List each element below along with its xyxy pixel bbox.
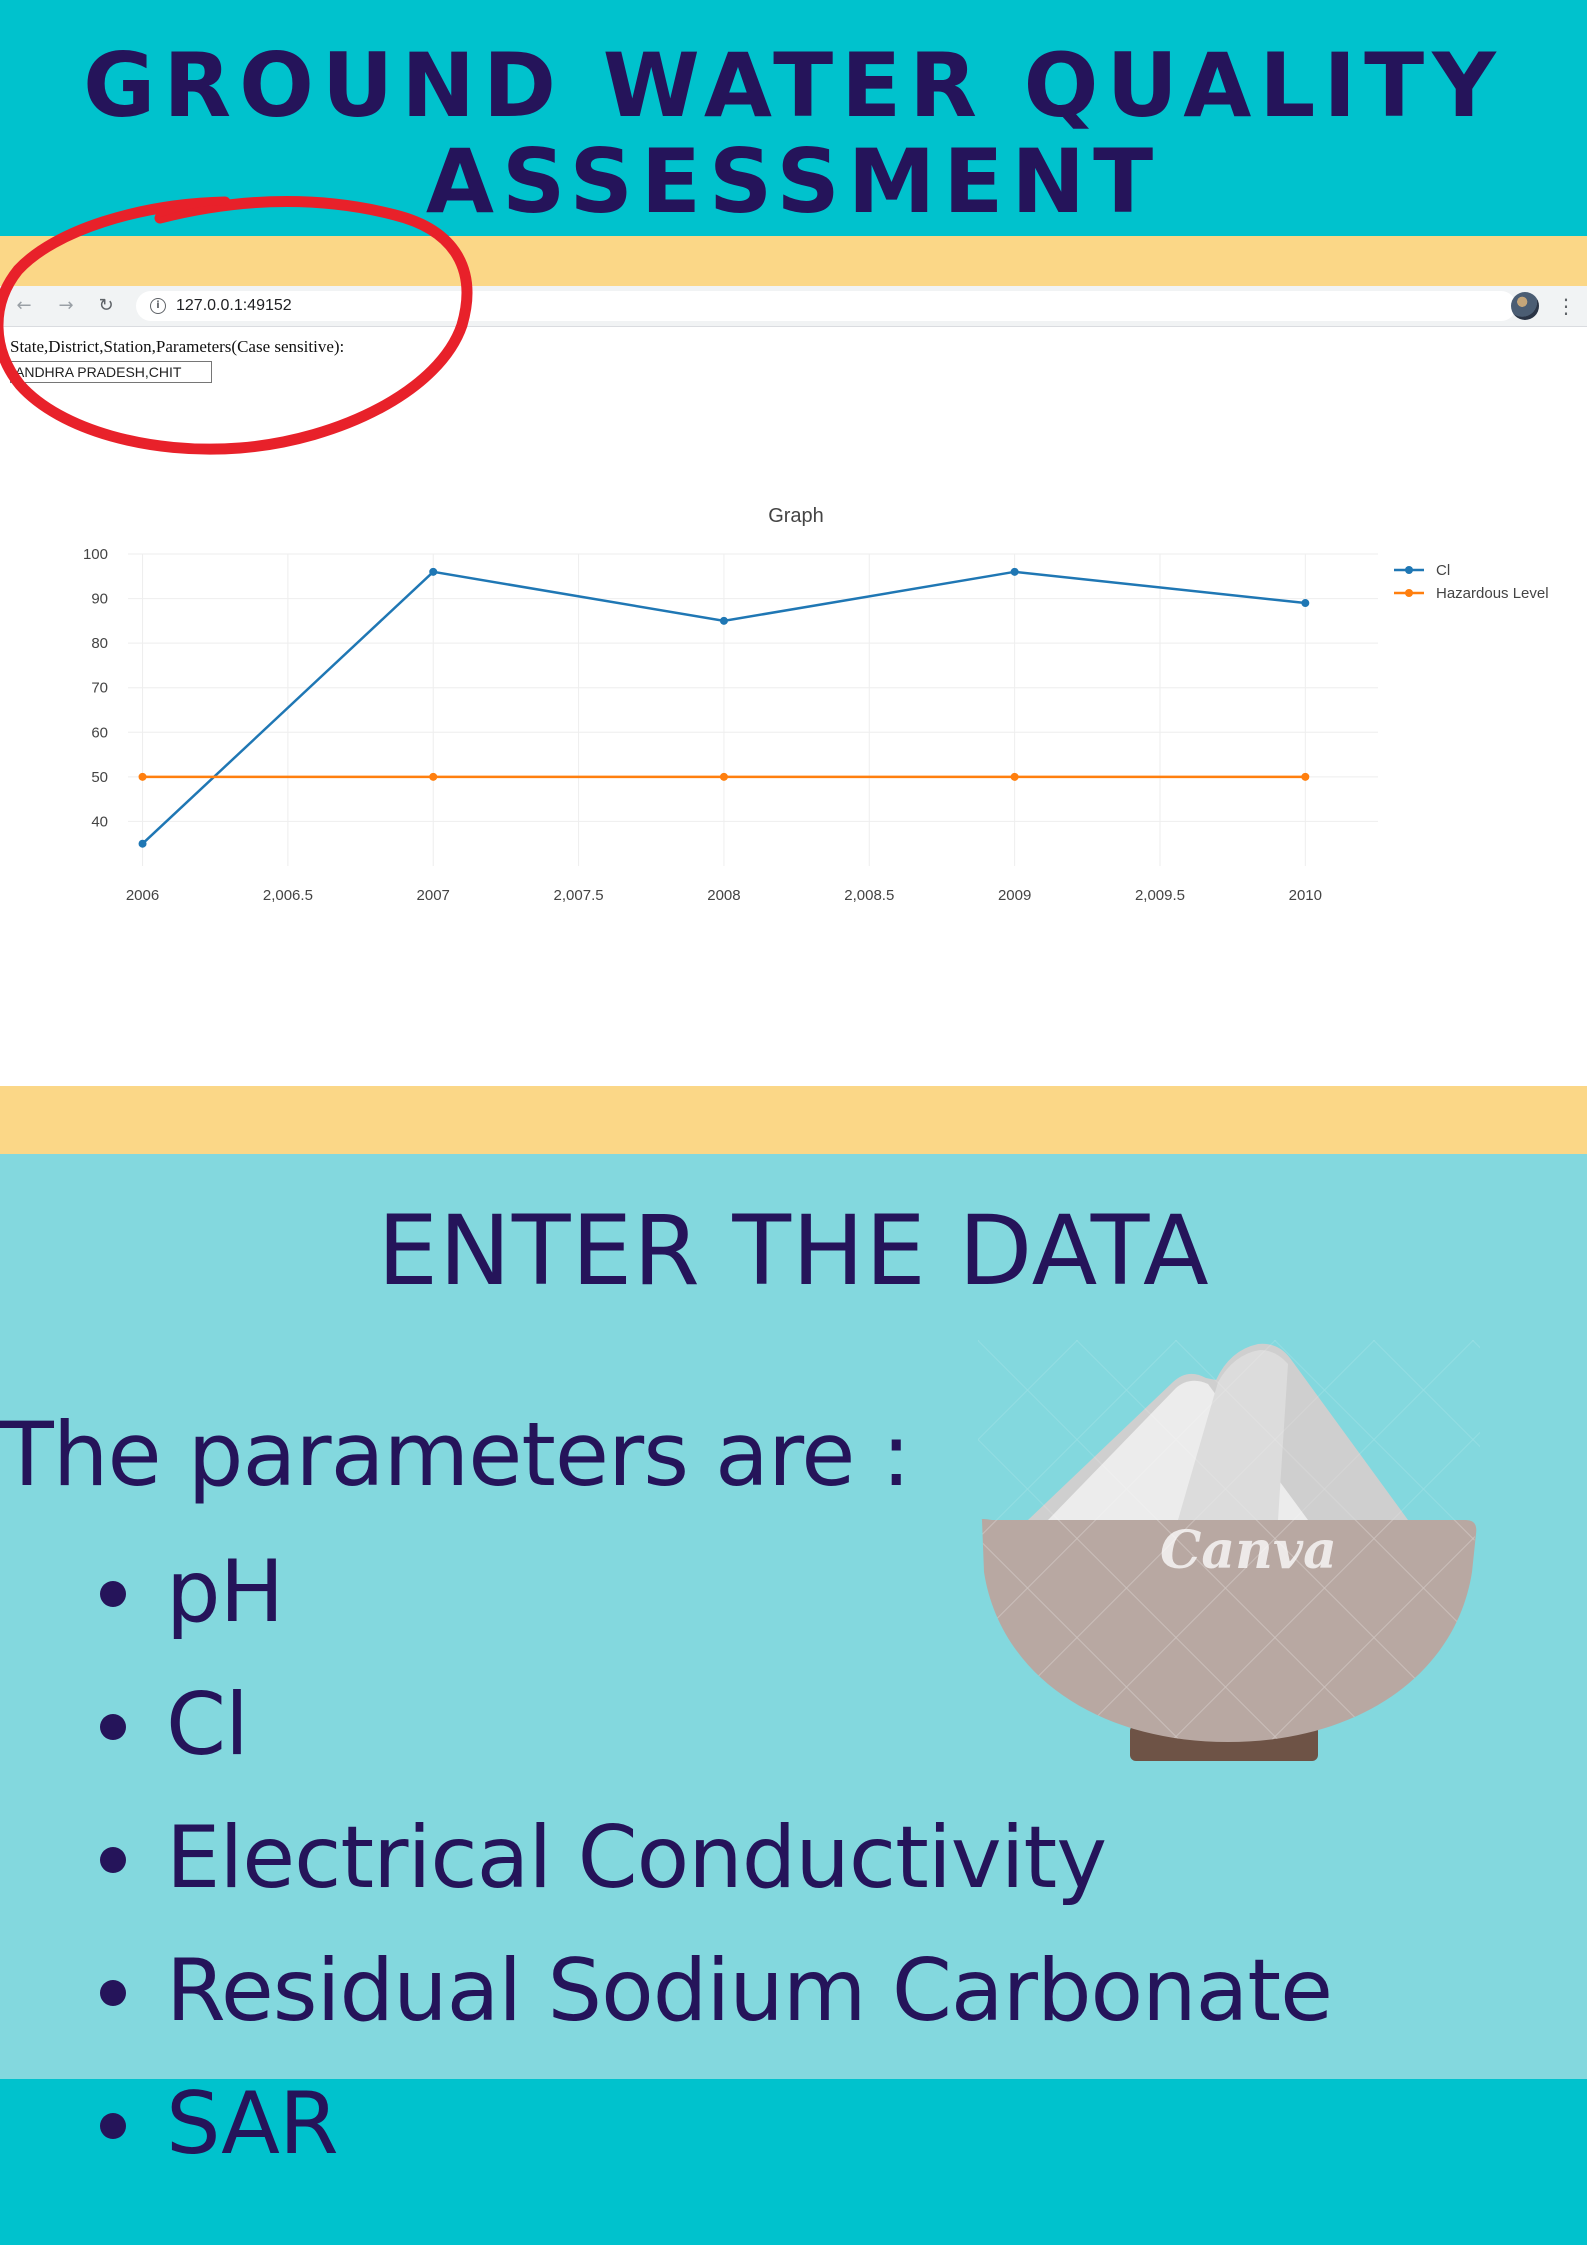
parameter-label: Cl xyxy=(166,1675,249,1775)
x-tick-label: 2,008.5 xyxy=(844,887,894,904)
data-point xyxy=(1010,772,1019,781)
url-text[interactable]: 127.0.0.1:49152 xyxy=(176,297,292,314)
bullet-icon xyxy=(100,1714,126,1740)
parameter-list: pH Cl Electrical Conductivity Residual Sodi… xyxy=(90,1526,1333,2191)
data-point xyxy=(719,616,728,625)
parameter-label: Residual Sodium Carbonate xyxy=(166,1941,1333,2041)
query-label: State,District,Station,Parameters(Case s… xyxy=(10,337,345,356)
y-tick-label: 70 xyxy=(91,680,108,697)
data-point xyxy=(1301,772,1310,781)
x-tick-label: 2,007.5 xyxy=(554,887,604,904)
legend-label: Hazardous Level xyxy=(1436,585,1549,602)
data-point xyxy=(429,567,438,576)
data-point xyxy=(429,772,438,781)
bullet-icon xyxy=(100,1847,126,1873)
back-arrow-icon[interactable]: ← xyxy=(16,295,32,316)
browser-toolbar: ← → ↻ i 127.0.0.1:49152 ☆ ⋮ xyxy=(0,286,1587,327)
x-tick-label: 2010 xyxy=(1289,887,1322,904)
parameters-intro: The parameters are : xyxy=(0,1403,911,1506)
parameter-label: pH xyxy=(166,1542,284,1642)
bullet-icon xyxy=(100,1581,126,1607)
parameter-item: Cl xyxy=(90,1659,1332,1792)
y-tick-label: 90 xyxy=(91,591,108,608)
red-circle-annotation xyxy=(0,196,473,455)
info-icon[interactable]: i xyxy=(150,298,166,314)
data-point xyxy=(138,839,147,848)
bullet-icon xyxy=(100,1980,126,2006)
poster-title-line-2: ASSESSMENT xyxy=(425,130,1162,233)
poster-title-line-1: GROUND WATER QUALITY xyxy=(83,34,1504,137)
y-tick-label: 40 xyxy=(91,813,108,830)
x-tick-label: 2007 xyxy=(417,887,450,904)
x-tick-label: 2,006.5 xyxy=(263,887,313,904)
chart-series xyxy=(138,567,1310,848)
section-heading: ENTER THE DATA xyxy=(377,1195,1210,1307)
query-input[interactable] xyxy=(10,361,212,383)
x-tick-label: 2,009.5 xyxy=(1135,887,1185,904)
y-tick-label: 80 xyxy=(91,635,108,652)
tan-band-bottom xyxy=(0,1086,1587,1154)
parameter-label: SAR xyxy=(166,2074,339,2174)
parameter-item: Residual Sodium Carbonate xyxy=(90,1925,1333,2058)
bullet-icon xyxy=(100,2113,126,2139)
bowl-illustration xyxy=(978,1340,1480,1761)
data-point xyxy=(1010,567,1019,576)
chart-grid xyxy=(128,553,1378,866)
avatar[interactable] xyxy=(1511,292,1539,320)
chart-title: Graph xyxy=(768,505,824,527)
chart: Graph 2006 2,006.5 2007 2,007.5 2008 2,008.5 2… xyxy=(83,505,1549,904)
chart-ticks: 2006 2,006.5 2007 2,007.5 2008 2,008.5 2009 2,0… xyxy=(83,546,1322,904)
address-bar[interactable]: i 127.0.0.1:49152 ☆ xyxy=(136,291,1516,321)
parameter-item: pH xyxy=(90,1526,1332,1659)
data-point xyxy=(719,772,728,781)
legend-label: Cl xyxy=(1436,562,1450,579)
browser-screenshot: ← → ↻ i 127.0.0.1:49152 ☆ ⋮ State,Distri… xyxy=(0,286,1587,1086)
legend-marker xyxy=(1405,589,1413,597)
y-tick-label: 100 xyxy=(83,546,108,563)
poster-title: GROUND WATER QUALITY ASSESSMENT xyxy=(0,38,1587,230)
x-tick-label: 2006 xyxy=(126,887,159,904)
data-point xyxy=(138,772,147,781)
legend-marker xyxy=(1405,566,1413,574)
forward-arrow-icon[interactable]: → xyxy=(58,295,74,316)
reload-icon[interactable]: ↻ xyxy=(98,295,114,316)
x-tick-label: 2008 xyxy=(707,887,740,904)
canva-watermark: Canva xyxy=(1160,1520,1337,1581)
x-tick-label: 2009 xyxy=(998,887,1031,904)
y-tick-label: 50 xyxy=(91,769,108,786)
parameter-item: Electrical Conductivity xyxy=(90,1792,1332,1925)
chart-legend: Cl Hazardous Level xyxy=(1394,562,1549,602)
y-tick-label: 60 xyxy=(91,724,108,741)
parameter-label: Electrical Conductivity xyxy=(166,1808,1107,1908)
parameter-item: SAR xyxy=(90,2058,1332,2191)
kebab-menu-icon[interactable]: ⋮ xyxy=(1556,294,1576,318)
data-point xyxy=(1301,599,1310,608)
tan-band-top xyxy=(0,236,1587,286)
